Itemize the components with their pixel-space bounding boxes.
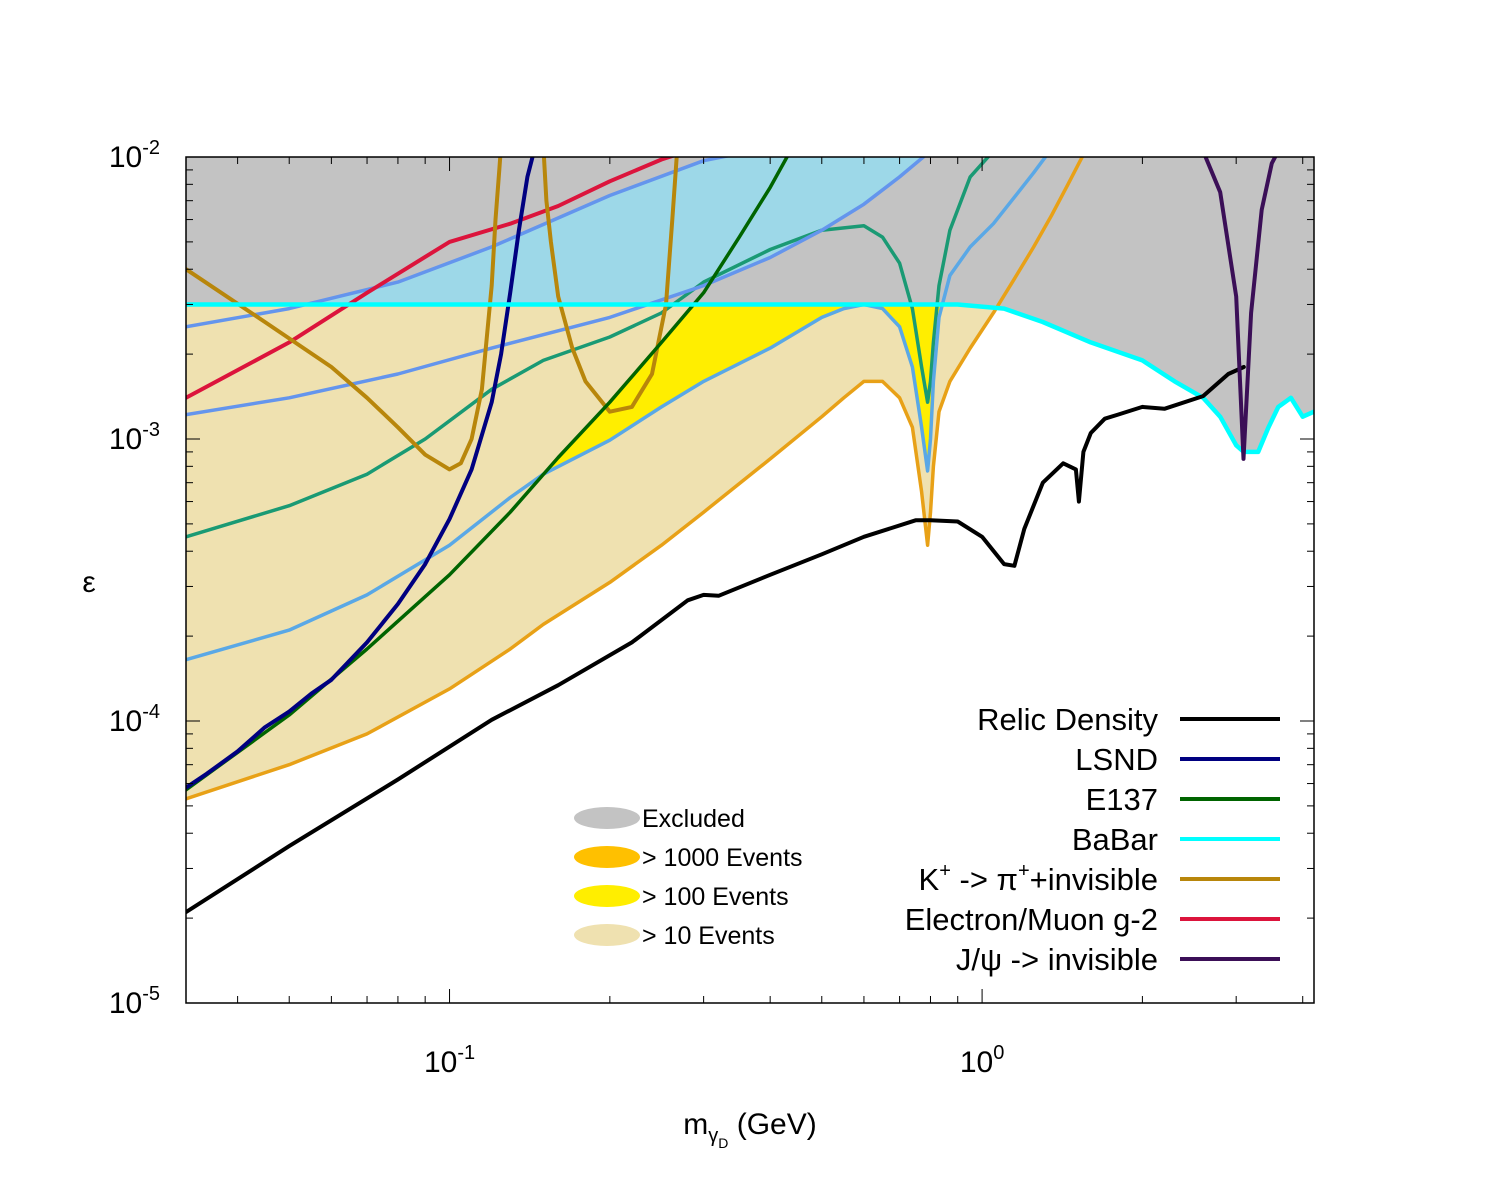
region-legend-swatch — [574, 846, 640, 868]
series-line-k-invisible-1 — [541, 157, 679, 414]
axis-tick-labels: 10-2 10-3 10-4 10-5 10-1 100 — [109, 137, 1005, 1079]
legend-label: K+ -> π++invisible — [919, 860, 1158, 897]
series-line-g-2-band-lower — [186, 157, 927, 417]
legend-label: Electron/Muon g-2 — [905, 902, 1158, 937]
legend-label: E137 — [1086, 782, 1158, 817]
region-legend-label: Excluded — [642, 805, 745, 833]
legend-label: BaBar — [1072, 822, 1158, 857]
series-line-e137 — [186, 157, 790, 792]
series-line-orange-contour — [186, 157, 1085, 801]
region-legend-label: > 100 Events — [642, 883, 789, 911]
y-tick-label: 10-3 — [109, 419, 160, 456]
plot-frame — [185, 156, 1315, 1004]
series-line-relic-density — [186, 365, 1246, 915]
series-line-j-invisible — [1203, 157, 1278, 461]
x-axis-label: mγD (GeV) — [683, 1108, 816, 1151]
legend-label: Relic Density — [977, 702, 1158, 737]
series-line-electron-muon-g-2 — [186, 157, 676, 400]
series-line-k-invisible — [186, 157, 503, 472]
events-10-region — [186, 304, 1084, 799]
axis-ticks — [186, 157, 1314, 1004]
y-tick-label: 10-4 — [109, 701, 160, 738]
legend-label: J/ψ -> invisible — [956, 942, 1158, 977]
region-legend-swatch — [574, 885, 640, 907]
event-regions — [186, 304, 1084, 799]
plot-series — [186, 157, 1314, 915]
y-tick-label: 10-2 — [109, 137, 160, 174]
region-legend-swatch — [574, 807, 640, 829]
region-legend-label: > 1000 Events — [642, 844, 803, 872]
y-tick-label: 10-5 — [109, 983, 160, 1020]
region-legend-label: > 10 Events — [642, 922, 775, 950]
legend-label: LSND — [1075, 742, 1158, 777]
series-line-lsnd — [186, 157, 535, 790]
region-legend-swatch — [574, 924, 640, 946]
x-tick-label: 100 — [960, 1042, 1005, 1079]
y-axis-label: ε — [82, 566, 95, 599]
x-tick-label: 10-1 — [424, 1042, 475, 1079]
region-legend: Excluded > 1000 Events > 100 Events > 10 Ev… — [574, 805, 803, 950]
series-line-light-blue-contour — [186, 157, 1048, 662]
